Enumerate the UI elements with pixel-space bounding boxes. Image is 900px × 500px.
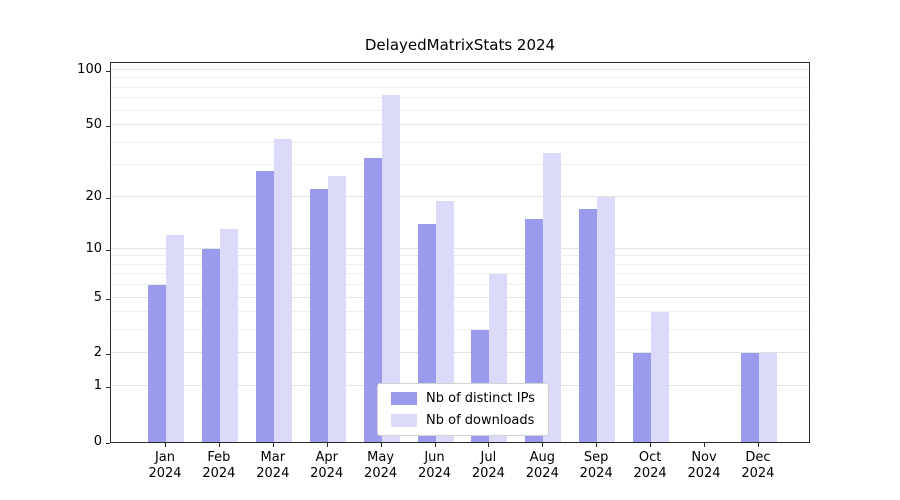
gridline-2: [111, 352, 809, 354]
y-tick-5: [106, 298, 110, 300]
x-tick-label-jan: Jan 2024: [148, 450, 182, 481]
x-tick-label-sep: Sep 2024: [579, 450, 613, 481]
x-tick-sep: [596, 443, 598, 447]
x-tick-may: [380, 443, 382, 447]
y-tick-label-2: 2: [93, 345, 102, 361]
y-tick-label-100: 100: [77, 62, 102, 78]
bar-nb-of-distinct-ips-jan: [148, 285, 166, 442]
x-tick-nov: [704, 443, 705, 447]
x-tick-label-jun: Jun 2024: [417, 450, 452, 481]
bar-nb-of-distinct-ips-may: [363, 157, 382, 442]
y-tick-100: [106, 71, 110, 73]
x-tick-oct: [650, 443, 652, 447]
legend-item-distinct-ips: Nb of distinct IPs: [391, 391, 535, 406]
bar-nb-of-downloads-may: [381, 95, 400, 442]
y-tick-0: [106, 443, 110, 444]
gridline-8: [111, 263, 809, 265]
y-tick-label-50: 50: [85, 117, 102, 133]
legend-swatch-downloads: [391, 414, 417, 427]
y-tick-label-5: 5: [93, 289, 102, 305]
bar-nb-of-downloads-jun: [435, 200, 454, 442]
gridline-9: [111, 255, 809, 257]
y-tick-label-20: 20: [85, 188, 102, 204]
x-tick-label-oct: Oct 2024: [633, 450, 667, 481]
y-tick-50: [106, 126, 110, 128]
gridline-100: [111, 69, 809, 71]
x-tick-mar: [272, 443, 274, 447]
legend-label-downloads: Nb of downloads: [426, 413, 535, 428]
plot-area: Nb of distinct IPs Nb of downloads: [110, 62, 810, 443]
bar-nb-of-downloads-aug: [543, 153, 562, 442]
x-tick-label-mar: Mar 2024: [256, 450, 290, 481]
x-tick-label-feb: Feb 2024: [202, 450, 236, 481]
x-tick-label-apr: Apr 2024: [310, 450, 344, 481]
bar-nb-of-downloads-sep: [597, 196, 616, 442]
gridline-4: [111, 311, 809, 313]
x-tick-apr: [326, 443, 328, 447]
legend-item-downloads: Nb of downloads: [391, 413, 535, 428]
bar-nb-of-downloads-feb: [219, 229, 238, 442]
gridline-60: [111, 109, 809, 111]
bar-nb-of-downloads-oct: [651, 312, 670, 442]
gridline-6: [111, 284, 809, 286]
gridline-7: [111, 273, 809, 275]
bar-nb-of-distinct-ips-oct: [633, 353, 652, 442]
x-tick-dec: [757, 443, 759, 447]
gridline-30: [111, 164, 809, 166]
gridline-90: [111, 77, 809, 79]
gridline-3: [111, 329, 809, 331]
bar-nb-of-downloads-dec: [758, 353, 777, 442]
bar-nb-of-distinct-ips-sep: [579, 209, 598, 442]
x-tick-label-may: May 2024: [364, 450, 398, 481]
x-tick-jan: [165, 443, 166, 447]
gridline-70: [111, 97, 809, 99]
chart-title: DelayedMatrixStats 2024: [364, 36, 556, 54]
bar-nb-of-distinct-ips-apr: [309, 189, 328, 442]
x-tick-label-aug: Aug 2024: [525, 450, 559, 481]
y-tick-1: [106, 387, 110, 389]
x-tick-jul: [488, 443, 490, 447]
gridline-10: [111, 247, 809, 249]
x-tick-label-jul: Jul 2024: [471, 450, 505, 481]
x-tick-label-nov: Nov 2024: [687, 450, 721, 481]
x-tick-jun: [434, 443, 436, 447]
legend: Nb of distinct IPs Nb of downloads: [377, 383, 549, 436]
bar-nb-of-downloads-apr: [327, 176, 346, 442]
gridline-80: [111, 86, 809, 88]
legend-label-distinct-ips: Nb of distinct IPs: [426, 391, 535, 406]
gridline-20: [111, 195, 809, 197]
gridline-5: [111, 296, 809, 298]
bar-nb-of-distinct-ips-feb: [201, 248, 220, 442]
y-tick-label-1: 1: [93, 378, 102, 394]
gridline-40: [111, 141, 809, 143]
x-tick-feb: [218, 443, 220, 447]
legend-swatch-distinct-ips: [391, 392, 417, 405]
bar-nb-of-downloads-mar: [273, 138, 292, 442]
bar-nb-of-downloads-jan: [166, 235, 184, 442]
y-tick-label-10: 10: [85, 240, 102, 256]
y-tick-10: [106, 249, 110, 251]
y-tick-20: [106, 197, 110, 199]
y-tick-label-0: 0: [93, 434, 102, 449]
bar-nb-of-distinct-ips-mar: [255, 170, 274, 442]
y-tick-2: [106, 354, 110, 356]
x-tick-label-dec: Dec 2024: [741, 450, 775, 481]
bar-nb-of-distinct-ips-dec: [740, 353, 759, 442]
gridline-50: [111, 124, 809, 126]
x-tick-aug: [542, 443, 544, 447]
